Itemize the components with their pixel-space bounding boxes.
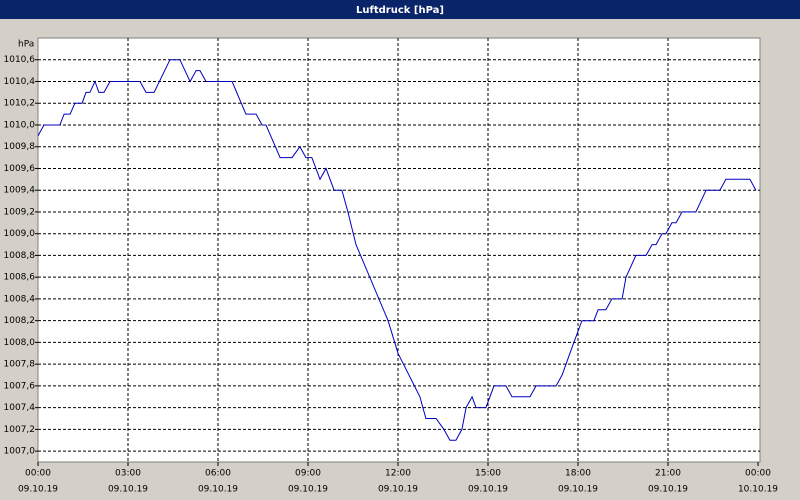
x-tick-label: 18:00 — [565, 469, 591, 479]
x-tick-date: 09.10.19 — [288, 485, 328, 495]
x-tick-date: 09.10.19 — [648, 485, 688, 495]
x-tick-date: 09.10.19 — [558, 485, 598, 495]
y-tick-label: 1007,8 — [4, 360, 36, 370]
y-tick-label: 1009,4 — [4, 186, 36, 196]
y-tick-label: 1010,2 — [4, 99, 36, 109]
y-tick-label: 1008,6 — [4, 273, 36, 283]
x-tick-label: 15:00 — [475, 469, 501, 479]
data-line — [37, 59, 757, 441]
y-tick-label: 1009,6 — [4, 164, 36, 174]
title-bar — [0, 0, 800, 19]
y-unit: hPa — [18, 40, 34, 50]
plot-area — [37, 37, 761, 463]
x-tick-label: 12:00 — [385, 469, 411, 479]
x-tick-label: 06:00 — [205, 469, 231, 479]
x-tick-date: 10.10.19 — [738, 485, 778, 495]
y-tick-label: 1008,2 — [4, 316, 36, 326]
y-tick-label: 1009,0 — [4, 229, 36, 239]
y-tick-label: 1007,4 — [4, 403, 36, 413]
y-tick-label: 1009,2 — [4, 207, 36, 217]
x-tick-date: 09.10.19 — [468, 485, 508, 495]
y-tick-label: 1007,2 — [4, 425, 36, 435]
y-tick-label: 1010,0 — [4, 120, 36, 130]
x-tick-date: 09.10.19 — [108, 485, 148, 495]
y-tick-label: 1009,8 — [4, 142, 36, 152]
x-tick-date: 09.10.19 — [198, 485, 238, 495]
chart-title: Luftdruck [hPa] — [356, 5, 444, 16]
x-tick-label: 09:00 — [295, 469, 321, 479]
y-tick-label: 1010,6 — [4, 55, 36, 65]
x-tick-date: 09.10.19 — [378, 485, 418, 495]
x-tick-label: 03:00 — [115, 469, 141, 479]
y-tick-label: 1007,6 — [4, 381, 36, 391]
x-tick-label: 21:00 — [655, 469, 681, 479]
y-tick-label: 1008,0 — [4, 338, 36, 348]
y-tick-label: 1008,8 — [4, 251, 36, 261]
y-tick-label: 1010,4 — [4, 77, 36, 87]
x-tick-date: 09.10.19 — [18, 485, 58, 495]
y-tick-label: 1008,4 — [4, 294, 36, 304]
x-tick-label: 00:00 — [25, 469, 51, 479]
y-tick-label: 1007,0 — [4, 447, 36, 457]
x-tick-label: 00:00 — [745, 469, 771, 479]
